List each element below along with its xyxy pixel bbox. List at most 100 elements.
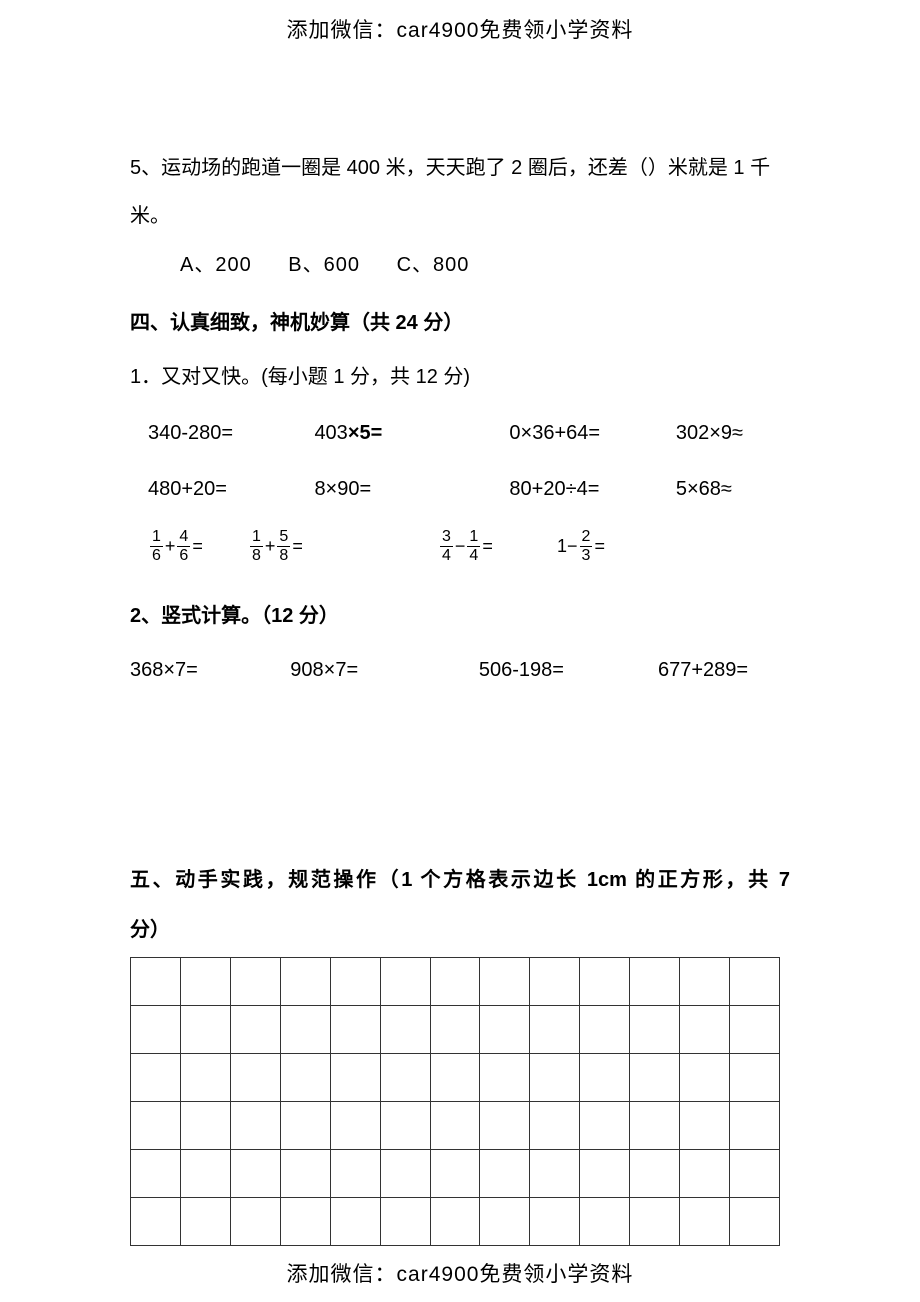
grid-cell xyxy=(630,1006,680,1054)
f3eq: = xyxy=(482,524,493,569)
section-4-sub1: 1．又对又快。(每小题 1 分，共 12 分) xyxy=(130,352,790,402)
calc-row-1: 340-280= 403×5= 0×36+64= 302×9≈ xyxy=(130,408,790,458)
grid-row xyxy=(131,958,780,1006)
grid-cell xyxy=(230,1150,280,1198)
grid-cell xyxy=(730,1054,780,1102)
grid-cell xyxy=(380,1006,430,1054)
grid-cell xyxy=(131,1006,181,1054)
f3d2: 4 xyxy=(467,547,480,564)
grid-cell xyxy=(180,1198,230,1246)
grid-cell xyxy=(630,958,680,1006)
calc-1d: 302×9≈ xyxy=(676,408,790,458)
grid-cell xyxy=(180,1150,230,1198)
calc-2a: 480+20= xyxy=(148,464,314,514)
grid-cell xyxy=(630,1054,680,1102)
grid-cell xyxy=(180,958,230,1006)
grid-cell xyxy=(330,1054,380,1102)
grid-cell xyxy=(230,958,280,1006)
vcalc-d: 677+289= xyxy=(658,645,790,695)
grid-cell xyxy=(530,1102,580,1150)
grid-cell xyxy=(380,1198,430,1246)
grid-cell xyxy=(280,1006,330,1054)
grid-cell xyxy=(580,958,630,1006)
page-footer: 添加微信：car4900免费领小学资料 xyxy=(0,1258,920,1288)
frac-2-right: 58 xyxy=(277,529,290,564)
grid-cell xyxy=(180,1006,230,1054)
section-5-title-line1: 五、动手实践，规范操作（1 个方格表示边长 1cm 的正方形，共 7 xyxy=(130,855,790,905)
grid-cell xyxy=(430,958,480,1006)
grid-cell xyxy=(330,1006,380,1054)
grid-cell xyxy=(380,958,430,1006)
grid-cell xyxy=(430,1198,480,1246)
frac-3-right: 14 xyxy=(467,529,480,564)
grid-cell xyxy=(480,1198,530,1246)
f1n2: 4 xyxy=(177,529,190,547)
grid-cell xyxy=(680,1054,730,1102)
grid-cell xyxy=(580,1102,630,1150)
calc-1b-pre: 403 xyxy=(314,422,347,444)
grid-cell xyxy=(131,1102,181,1150)
grid-cell xyxy=(280,1102,330,1150)
grid-cell xyxy=(680,1006,730,1054)
f2eq: = xyxy=(292,524,303,569)
grid-cell xyxy=(480,958,530,1006)
calc-1c: 0×36+64= xyxy=(509,408,675,458)
f1eq: = xyxy=(192,524,203,569)
f2d1: 8 xyxy=(250,547,263,564)
frac-2-left: 18 xyxy=(250,529,263,564)
grid-cell xyxy=(430,1006,480,1054)
calc-row-2: 480+20= 8×90= 80+20÷4= 5×68≈ xyxy=(130,464,790,514)
section-4-sub2: 2、竖式计算。（12 分） xyxy=(130,591,790,641)
option-a: A、200 xyxy=(180,254,252,276)
grid-cell xyxy=(430,1054,480,1102)
grid-cell xyxy=(630,1150,680,1198)
frac-3-left: 34 xyxy=(440,529,453,564)
f3op: − xyxy=(455,524,466,569)
grid-cell xyxy=(430,1102,480,1150)
grid-cell xyxy=(530,958,580,1006)
grid-cell xyxy=(730,1006,780,1054)
grid-row xyxy=(131,1198,780,1246)
grid-cell xyxy=(131,1150,181,1198)
f1d2: 6 xyxy=(177,547,190,564)
grid-cell xyxy=(580,1054,630,1102)
frac-2: 18 + 58 = xyxy=(250,524,440,569)
grid-cell xyxy=(730,1198,780,1246)
f1n1: 1 xyxy=(150,529,163,547)
grid-cell xyxy=(680,1150,730,1198)
frac-3: 34 − 14 = xyxy=(440,524,555,569)
grid-cell xyxy=(480,1054,530,1102)
vcalc-c: 506-198= xyxy=(479,645,658,695)
f3n2: 1 xyxy=(467,529,480,547)
grid-cell xyxy=(131,1198,181,1246)
f1op: + xyxy=(165,524,176,569)
main-content: 5、运动场的跑道一圈是 400 米，天天跑了 2 圈后，还差（）米就是 1 千米… xyxy=(0,44,920,1246)
grid-cell xyxy=(230,1054,280,1102)
question-5-text: 5、运动场的跑道一圈是 400 米，天天跑了 2 圈后，还差（）米就是 1 千米… xyxy=(130,144,790,240)
grid-cell xyxy=(480,1102,530,1150)
grid-cell xyxy=(680,1102,730,1150)
grid-cell xyxy=(580,1150,630,1198)
answer-grid xyxy=(130,957,780,1246)
grid-cell xyxy=(330,1198,380,1246)
grid-cell xyxy=(480,1006,530,1054)
f4eq: = xyxy=(594,524,605,569)
frac-1-right: 46 xyxy=(177,529,190,564)
grid-row xyxy=(131,1054,780,1102)
section-4-title: 四、认真细致，神机妙算（共 24 分） xyxy=(130,298,790,348)
calc-1a: 340-280= xyxy=(148,408,314,458)
grid-cell xyxy=(680,1198,730,1246)
grid-cell xyxy=(480,1150,530,1198)
grid-cell xyxy=(580,1198,630,1246)
grid-cell xyxy=(630,1102,680,1150)
grid-row xyxy=(131,1150,780,1198)
grid-cell xyxy=(380,1102,430,1150)
fraction-row: 16 + 46 = 18 + 58 = 34 − 14 = 1− 23 = xyxy=(130,524,790,569)
grid-cell xyxy=(280,1198,330,1246)
grid-cell xyxy=(380,1054,430,1102)
grid-cell xyxy=(280,958,330,1006)
grid-cell xyxy=(730,1102,780,1150)
vertical-calc-row: 368×7= 908×7= 506-198= 677+289= xyxy=(130,645,790,695)
grid-cell xyxy=(730,1150,780,1198)
section-5-title-line2: 分） xyxy=(130,905,790,955)
